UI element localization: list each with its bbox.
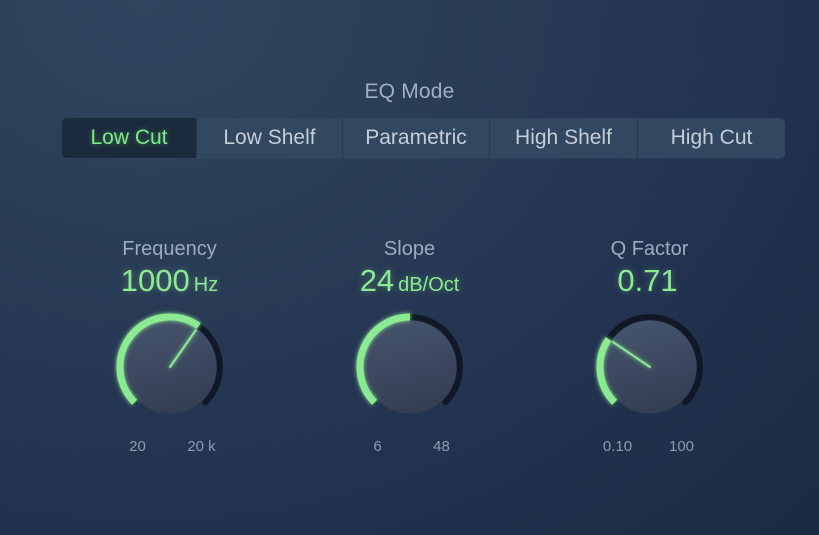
frequency-min-label: 20 — [129, 438, 146, 455]
tab-high-cut[interactable]: High Cut — [638, 118, 785, 158]
q-factor-min-label: 0.10 — [602, 438, 633, 455]
dial-value-arc — [115, 313, 201, 405]
parameter-knob-row: Frequency 1000 Hz 20 20 k Slope 24 dB/Oct — [0, 236, 819, 455]
tab-high-shelf[interactable]: High Shelf — [490, 118, 638, 158]
q-factor-label: Q Factor — [610, 238, 689, 260]
q-factor-scale: 0.10 100 — [564, 438, 736, 455]
frequency-scale: 20 20 k — [84, 438, 256, 455]
slope-label: Slope — [383, 238, 436, 260]
q-factor-value: 0.71 — [617, 263, 678, 298]
frequency-control: Frequency 1000 Hz 20 20 k — [84, 236, 256, 455]
slope-min-label: 6 — [373, 438, 382, 455]
q-factor-dial[interactable] — [589, 306, 711, 428]
dial-value-arc — [356, 313, 410, 405]
slope-scale: 6 48 — [324, 438, 496, 455]
tab-label: High Shelf — [515, 126, 612, 149]
slope-max-label: 48 — [433, 438, 450, 455]
slope-unit: dB/Oct — [398, 274, 460, 296]
tab-label: Low Shelf — [223, 126, 316, 149]
eq-mode-label: EQ Mode — [364, 80, 455, 103]
tab-label: Low Cut — [90, 126, 168, 149]
dial-pointer — [611, 340, 651, 368]
tab-label: Parametric — [365, 126, 467, 149]
slope-dial[interactable] — [349, 306, 471, 428]
frequency-max-label: 20 k — [187, 438, 216, 455]
frequency-unit: Hz — [193, 274, 219, 296]
tab-low-cut[interactable]: Low Cut — [62, 118, 197, 158]
tab-parametric[interactable]: Parametric — [343, 118, 490, 158]
frequency-value-readout: 1000 Hz — [121, 262, 218, 300]
dial-value-arc — [596, 337, 617, 405]
tab-label: High Cut — [670, 126, 753, 149]
tab-low-shelf[interactable]: Low Shelf — [197, 118, 343, 158]
q-factor-control: Q Factor 0.71 0.10 100 — [564, 236, 736, 455]
q-factor-max-label: 100 — [668, 438, 695, 455]
slope-control: Slope 24 dB/Oct 6 48 — [324, 236, 496, 455]
slope-value-readout: 24 dB/Oct — [360, 262, 460, 300]
dial-pointer — [168, 329, 197, 368]
q-factor-value-readout: 0.71 — [617, 262, 681, 300]
frequency-dial[interactable] — [109, 306, 231, 428]
frequency-value: 1000 — [120, 263, 190, 298]
slope-value: 24 — [359, 263, 395, 298]
eq-mode-segmented-control[interactable]: Low Cut Low Shelf Parametric High Shelf … — [62, 118, 785, 158]
frequency-label: Frequency — [122, 238, 217, 260]
